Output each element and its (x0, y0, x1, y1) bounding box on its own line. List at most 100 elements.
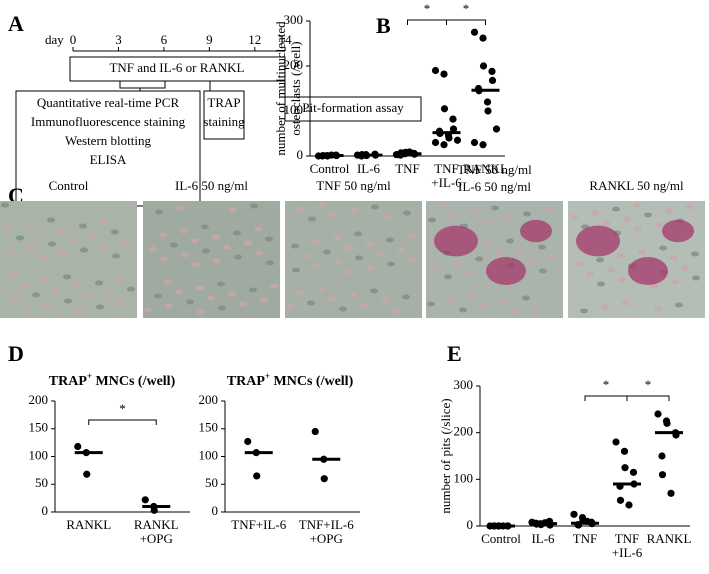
cell (470, 209, 478, 215)
data-point (654, 410, 662, 418)
x-tick-label: IL-6 (531, 531, 555, 546)
cell (586, 271, 594, 277)
cell (223, 244, 231, 250)
y-tick-label: 0 (212, 503, 219, 518)
cell (116, 276, 124, 282)
cell (671, 279, 679, 285)
cell (386, 237, 394, 243)
panel-label: A (8, 11, 24, 36)
cell (333, 235, 341, 241)
cell (218, 305, 226, 311)
cell (360, 302, 368, 308)
day-tick-label: 3 (115, 32, 122, 47)
assay-text: TRAP (207, 95, 240, 110)
day-tick-label: 9 (206, 32, 213, 47)
cell (644, 212, 652, 218)
cell (217, 281, 225, 287)
cell (207, 295, 215, 301)
cell (59, 251, 67, 257)
cell (69, 237, 77, 243)
cell (681, 265, 689, 271)
data-point (244, 437, 252, 446)
cell (344, 245, 352, 251)
cell (79, 223, 87, 229)
data-point (621, 464, 629, 472)
cell (249, 287, 257, 293)
x-tick-label: TNF (395, 161, 420, 176)
cell (43, 302, 51, 308)
significance-bracket (584, 395, 628, 401)
day-label: day (45, 32, 64, 47)
panel-label: B (376, 13, 391, 38)
image-label: RANKL 50 ng/ml (589, 178, 684, 193)
cell (250, 203, 258, 209)
title-part: MNCs (/well) (92, 374, 176, 389)
cell (618, 277, 626, 283)
data-point (74, 442, 82, 451)
cell (371, 204, 379, 210)
cell (506, 238, 514, 244)
cell (260, 297, 268, 303)
cell (692, 275, 700, 281)
y-tick-label: 0 (467, 517, 474, 532)
cell (634, 226, 642, 232)
cell (244, 240, 252, 246)
chart-title: TRAP+ MNCs (/well) (49, 371, 176, 389)
cell (328, 296, 336, 302)
cell (539, 268, 547, 274)
data-point (141, 496, 149, 504)
cell (517, 248, 525, 254)
cell (491, 205, 499, 211)
y-tick-label: 300 (454, 377, 474, 392)
cell (212, 234, 220, 240)
data-point (431, 66, 440, 75)
cell (42, 278, 50, 284)
cell (48, 241, 56, 247)
cell (533, 305, 541, 311)
cell (47, 217, 55, 223)
cell (64, 298, 72, 304)
cell (38, 255, 46, 261)
y-tick-label: 200 (454, 424, 474, 439)
cell (438, 203, 446, 209)
significance-bracket (407, 19, 447, 25)
y-tick-label: 200 (29, 392, 49, 407)
cell (485, 242, 493, 248)
data-point (440, 141, 448, 149)
cell (234, 254, 242, 260)
data-point (483, 98, 492, 106)
data-point (484, 107, 492, 115)
cell (465, 270, 473, 276)
cell (170, 242, 178, 248)
cell (376, 251, 384, 257)
data-point (253, 472, 261, 480)
chart-title: TRAP+ MNCs (/well) (227, 371, 354, 389)
cell (308, 216, 316, 222)
cell (403, 210, 411, 216)
significance-label: * (463, 1, 470, 16)
data-point (440, 70, 448, 78)
cell (650, 283, 658, 289)
cell (197, 309, 205, 315)
y-tick-label: 100 (199, 447, 219, 462)
cell (266, 260, 274, 266)
osteoclast (628, 257, 668, 285)
title-part: + (265, 371, 270, 381)
cell (101, 243, 109, 249)
cell (686, 204, 694, 210)
cell (74, 284, 82, 290)
data-point (667, 489, 675, 497)
cell (407, 233, 415, 239)
cell (117, 300, 125, 306)
cell (106, 290, 114, 296)
cell (22, 306, 30, 312)
cell (297, 206, 305, 212)
cell (180, 228, 188, 234)
cell (254, 226, 262, 232)
cell (159, 232, 167, 238)
osteoclast (576, 225, 620, 257)
cell (408, 257, 416, 263)
micrograph (285, 201, 422, 318)
data-point (320, 475, 328, 483)
